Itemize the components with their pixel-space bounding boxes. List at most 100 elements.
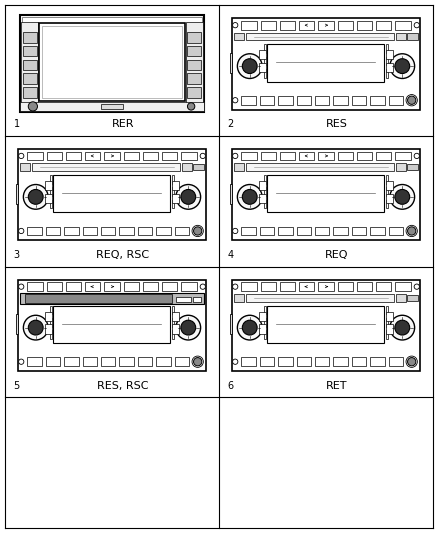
Bar bbox=[370, 357, 385, 366]
Bar bbox=[124, 151, 139, 160]
Bar bbox=[357, 21, 372, 29]
Bar bbox=[66, 282, 81, 291]
Bar bbox=[39, 23, 185, 101]
Bar bbox=[396, 151, 410, 160]
Bar bbox=[47, 282, 62, 291]
Bar bbox=[234, 164, 244, 171]
Bar bbox=[20, 15, 204, 112]
Bar bbox=[376, 282, 391, 291]
Circle shape bbox=[233, 154, 238, 158]
Bar bbox=[23, 32, 37, 43]
Bar bbox=[53, 305, 170, 343]
Bar bbox=[64, 357, 78, 366]
Bar bbox=[259, 312, 266, 321]
Circle shape bbox=[187, 103, 195, 110]
Bar bbox=[22, 17, 202, 110]
Bar bbox=[46, 227, 60, 235]
Bar bbox=[396, 164, 406, 171]
Bar bbox=[338, 21, 353, 29]
Text: 2: 2 bbox=[228, 119, 234, 129]
Bar bbox=[267, 305, 385, 343]
Circle shape bbox=[28, 320, 43, 335]
Bar bbox=[407, 164, 418, 171]
Circle shape bbox=[390, 54, 415, 78]
Circle shape bbox=[414, 284, 420, 289]
Text: 1: 1 bbox=[14, 119, 20, 129]
Bar bbox=[162, 282, 177, 291]
Bar bbox=[83, 227, 97, 235]
Bar bbox=[50, 200, 53, 208]
Bar bbox=[315, 227, 329, 235]
Bar bbox=[386, 181, 393, 190]
Circle shape bbox=[200, 154, 205, 158]
Bar bbox=[187, 32, 201, 43]
Bar bbox=[297, 357, 311, 366]
Bar bbox=[156, 357, 171, 366]
Circle shape bbox=[18, 284, 24, 289]
Bar bbox=[172, 181, 179, 190]
Circle shape bbox=[200, 284, 205, 289]
Circle shape bbox=[233, 359, 238, 365]
Circle shape bbox=[233, 228, 238, 233]
Bar bbox=[407, 295, 418, 301]
Bar bbox=[318, 151, 333, 160]
Bar bbox=[232, 149, 420, 240]
Circle shape bbox=[18, 359, 24, 365]
Bar bbox=[297, 96, 311, 104]
Bar bbox=[187, 60, 201, 70]
Circle shape bbox=[194, 358, 202, 366]
Bar bbox=[385, 175, 388, 183]
Bar bbox=[260, 227, 274, 235]
Text: RER: RER bbox=[111, 119, 134, 129]
Bar bbox=[259, 50, 266, 59]
Bar bbox=[259, 181, 266, 190]
Bar bbox=[47, 151, 62, 160]
Bar bbox=[385, 44, 388, 53]
Circle shape bbox=[242, 320, 257, 335]
Bar bbox=[396, 21, 410, 29]
Bar bbox=[333, 227, 348, 235]
Bar bbox=[16, 314, 18, 335]
Bar bbox=[333, 96, 348, 104]
Bar bbox=[241, 282, 257, 291]
Bar bbox=[280, 282, 295, 291]
Bar bbox=[385, 330, 388, 339]
Bar bbox=[318, 282, 333, 291]
Bar bbox=[193, 164, 204, 171]
Bar bbox=[172, 312, 179, 321]
Bar bbox=[376, 151, 391, 160]
Circle shape bbox=[18, 228, 24, 233]
Bar bbox=[389, 227, 403, 235]
Bar bbox=[53, 175, 170, 213]
Bar bbox=[105, 282, 120, 291]
Circle shape bbox=[242, 59, 257, 74]
Bar bbox=[230, 53, 232, 73]
Circle shape bbox=[237, 184, 262, 209]
Bar bbox=[299, 282, 314, 291]
Bar bbox=[25, 294, 172, 303]
Bar bbox=[138, 357, 152, 366]
Text: RET: RET bbox=[326, 381, 347, 391]
Bar bbox=[396, 282, 410, 291]
Bar bbox=[101, 103, 123, 109]
Bar bbox=[261, 282, 276, 291]
Bar bbox=[50, 330, 53, 339]
Bar bbox=[23, 87, 37, 98]
Bar bbox=[246, 164, 394, 171]
Bar bbox=[187, 74, 201, 84]
Bar bbox=[16, 183, 18, 204]
Bar bbox=[241, 151, 257, 160]
Bar bbox=[83, 357, 97, 366]
Bar bbox=[20, 164, 30, 171]
Circle shape bbox=[233, 284, 238, 289]
Bar bbox=[64, 227, 78, 235]
Bar bbox=[120, 227, 134, 235]
Bar bbox=[175, 227, 189, 235]
Bar bbox=[50, 175, 53, 183]
Bar bbox=[386, 312, 393, 321]
Bar bbox=[50, 305, 53, 314]
Bar bbox=[357, 282, 372, 291]
Bar bbox=[396, 33, 406, 41]
Bar bbox=[259, 325, 266, 334]
Circle shape bbox=[176, 316, 201, 340]
